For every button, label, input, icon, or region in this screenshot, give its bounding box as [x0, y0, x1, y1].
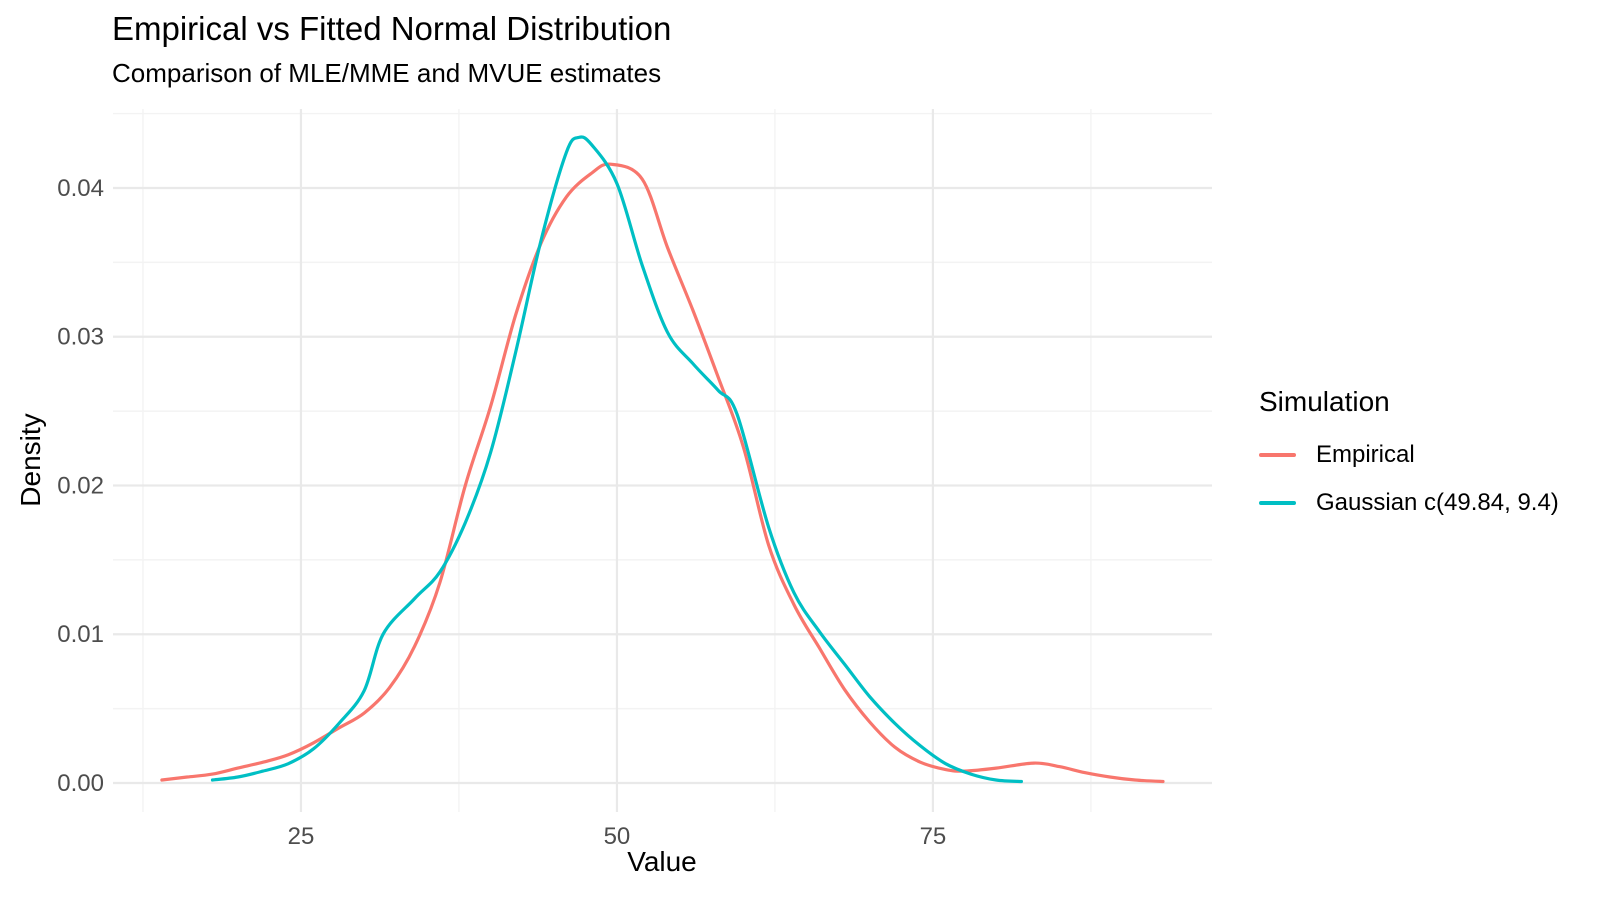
y-axis-title: Density — [15, 413, 46, 506]
gridlines-major — [113, 109, 1212, 812]
x-tick-label: 50 — [604, 823, 631, 850]
y-tick-label: 0.04 — [57, 175, 104, 202]
y-tick-label: 0.01 — [57, 621, 104, 648]
density-curves — [160, 135, 1165, 784]
plot-title: Empirical vs Fitted Normal Distribution — [112, 10, 672, 47]
curve-empirical — [160, 162, 1165, 784]
legend-entry-gaussian: Gaussian c(49.84, 9.4) — [1259, 490, 1559, 516]
legend-entry-label: Empirical — [1316, 441, 1415, 468]
axis-tick-labels: 25 50 75 0.00 0.01 0.02 0.03 0.04 — [57, 175, 946, 850]
gridlines-minor — [113, 109, 1212, 812]
curve-gaussian-c-49-84-9-4 — [210, 135, 1023, 784]
y-tick-label: 0.02 — [57, 472, 104, 499]
legend-entry-label: Gaussian c(49.84, 9.4) — [1316, 489, 1559, 516]
x-tick-label: 25 — [288, 823, 315, 850]
x-tick-label: 75 — [920, 823, 947, 850]
x-axis-title: Value — [627, 846, 697, 877]
legend-entry-empirical: Empirical — [1259, 442, 1559, 468]
legend-title: Simulation — [1259, 386, 1390, 417]
y-tick-label: 0.03 — [57, 324, 104, 351]
legend-key-empirical-line — [1259, 453, 1296, 457]
plot-subtitle: Comparison of MLE/MME and MVUE estimates — [112, 58, 662, 88]
legend: Simulation Empirical Gaussian c(49.84, 9… — [1259, 388, 1559, 538]
legend-key-gaussian-line — [1259, 501, 1296, 505]
y-tick-label: 0.00 — [57, 770, 104, 797]
